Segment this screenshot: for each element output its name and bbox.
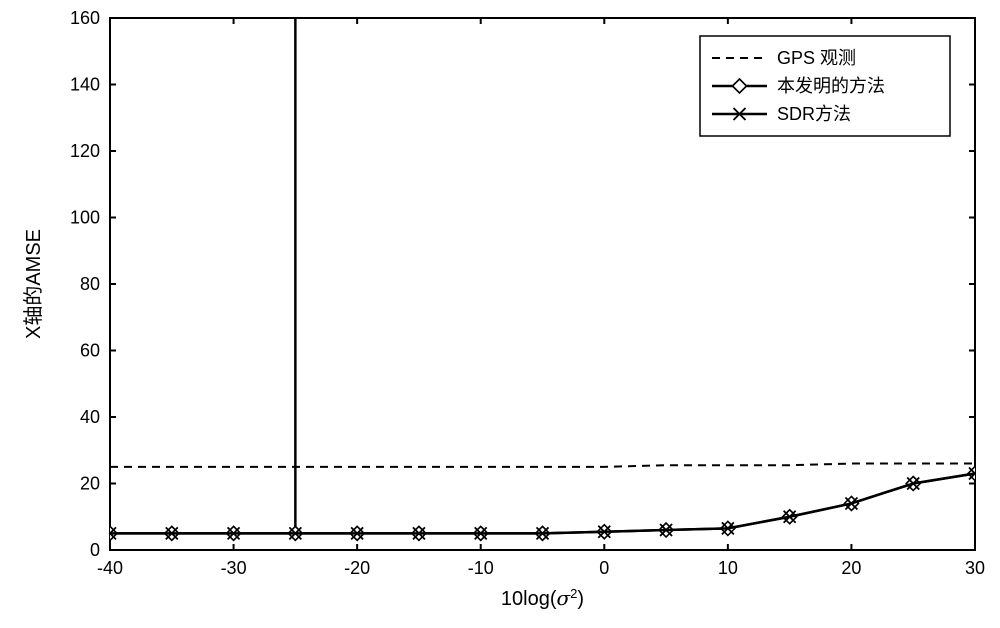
xtick-label: 20 [841,558,861,578]
xtick-label: -40 [97,558,123,578]
xtick-label: -30 [221,558,247,578]
legend-label-sdr: SDR方法 [777,104,851,124]
ytick-label: 100 [70,208,100,228]
xtick-label: -10 [468,558,494,578]
ytick-label: 80 [80,274,100,294]
xtick-label: 10 [718,558,738,578]
y-axis-label: X轴的AMSE [22,229,45,339]
series-line-gps [110,464,975,467]
plot-box [110,18,975,550]
ytick-label: 20 [80,474,100,494]
xtick-label: 0 [599,558,609,578]
x-axis-label: 10log(σ2) [501,586,584,611]
chart-container: -40 -30 -20 -10 0 10 20 30 0 20 40 60 80 100 120 140 160… [0,0,1000,628]
legend-label-invention: 本发明的方法 [777,76,885,96]
ytick-label: 120 [70,141,100,161]
chart-svg: -40 -30 -20 -10 0 10 20 30 0 20 40 60 80 100 120 140 160… [0,0,1000,628]
ytick-label: 140 [70,75,100,95]
legend-label-gps: GPS 观测 [777,48,856,68]
xtick-label: 30 [965,558,985,578]
ytick-label: 0 [90,540,100,560]
ytick-label: 60 [80,341,100,361]
ytick-label: 40 [80,407,100,427]
ytick-label: 160 [70,8,100,28]
xtick-label: -20 [344,558,370,578]
